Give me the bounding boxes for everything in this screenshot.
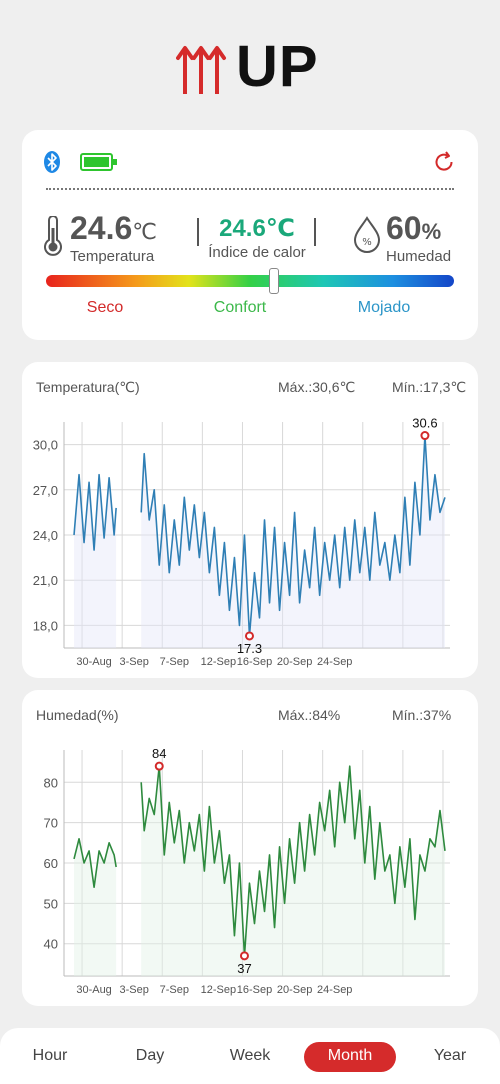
up-logo: UP bbox=[176, 36, 336, 98]
y-tick-label: 27,0 bbox=[33, 483, 58, 498]
x-tick-label: 7-Sep bbox=[160, 984, 189, 996]
series-line bbox=[140, 765, 446, 957]
humidity-chart[interactable]: 80 70 60 50 40 30-Aug 3-Sep 7-Sep 12-Sep 16-Sep 20… bbox=[22, 690, 478, 1006]
divider bbox=[46, 188, 454, 190]
x-tick-label: 30-Aug bbox=[76, 656, 111, 668]
y-tick-label: 50 bbox=[44, 896, 58, 911]
comfort-indicator bbox=[269, 268, 280, 294]
chart-max-label: Máx.:84% bbox=[278, 707, 341, 723]
x-tick-label: 16-Sep bbox=[237, 984, 272, 996]
max-point-label: 30.6 bbox=[412, 416, 437, 431]
chart-min-label: Mín.:37% bbox=[392, 707, 452, 723]
logo-arrows-icon bbox=[176, 46, 226, 94]
humidity-value: 60% bbox=[386, 210, 442, 246]
comfort-label-comfort: Confort bbox=[213, 299, 267, 316]
humidity-label: Humedad bbox=[386, 248, 452, 265]
separator-right bbox=[314, 218, 316, 246]
refresh-icon[interactable] bbox=[432, 150, 456, 174]
y-tick-label: 70 bbox=[44, 816, 58, 831]
comfort-label-dry: Seco bbox=[86, 299, 124, 316]
status-card: 24.6℃ Temperatura 24.6℃ Índice de calor … bbox=[22, 130, 478, 340]
y-tick-label: 18,0 bbox=[33, 618, 58, 633]
x-tick-label: 3-Sep bbox=[120, 656, 149, 668]
y-tick-label: 24,0 bbox=[33, 528, 58, 543]
min-point-label: 37 bbox=[237, 961, 251, 976]
series-line bbox=[73, 473, 117, 551]
thermometer-icon bbox=[44, 216, 62, 256]
chart-max-label: Máx.:30,6℃ bbox=[278, 379, 356, 395]
temperature-value: 24.6℃ bbox=[70, 210, 157, 246]
separator-left bbox=[197, 218, 199, 246]
tab-year[interactable]: Year bbox=[433, 1047, 467, 1064]
min-point-marker bbox=[244, 631, 254, 641]
x-tick-label: 30-Aug bbox=[76, 984, 111, 996]
x-tick-label: 12-Sep bbox=[201, 984, 236, 996]
temperature-chart[interactable]: 30,0 27,0 24,0 21,0 18,0 30-Aug 3-Sep 7-Sep 12-S… bbox=[22, 362, 478, 678]
x-tick-label: 24-Sep bbox=[317, 656, 352, 668]
y-tick-label: 40 bbox=[44, 937, 58, 952]
x-tick-label: 12-Sep bbox=[201, 656, 236, 668]
x-tick-label: 20-Sep bbox=[277, 984, 312, 996]
heat-index-value: 24.6℃ bbox=[219, 215, 295, 242]
min-point-marker bbox=[239, 951, 249, 961]
x-tick-label: 24-Sep bbox=[317, 984, 352, 996]
tab-month[interactable]: Month bbox=[304, 1042, 396, 1072]
y-tick-label: 30,0 bbox=[33, 438, 58, 453]
temperature-chart-card: Temperatura(℃) Máx.:30,6℃ Mín.:17,3℃ 30,… bbox=[22, 362, 478, 678]
chart-title: Temperatura(℃) bbox=[36, 379, 140, 395]
max-point-label: 84 bbox=[152, 746, 166, 761]
app-header: UP bbox=[0, 0, 500, 120]
y-tick-label: 60 bbox=[44, 856, 58, 871]
series-area bbox=[74, 838, 117, 976]
min-point-label: 17.3 bbox=[237, 641, 262, 656]
series-area bbox=[74, 474, 117, 648]
tab-hour[interactable]: Hour bbox=[32, 1047, 68, 1064]
heat-index-label: Índice de calor bbox=[208, 244, 306, 261]
svg-text:%: % bbox=[362, 237, 372, 248]
x-tick-label: 7-Sep bbox=[160, 656, 189, 668]
chart-min-label: Mín.:17,3℃ bbox=[392, 379, 467, 395]
bluetooth-icon bbox=[44, 151, 60, 173]
x-tick-label: 16-Sep bbox=[237, 656, 272, 668]
series-line bbox=[140, 434, 446, 637]
logo-text: UP bbox=[236, 34, 319, 99]
y-tick-label: 21,0 bbox=[33, 573, 58, 588]
tab-day[interactable]: Day bbox=[135, 1047, 165, 1064]
comfort-label-wet: Mojado bbox=[357, 299, 411, 316]
y-tick-label: 80 bbox=[44, 775, 58, 790]
x-tick-label: 20-Sep bbox=[277, 656, 312, 668]
series-line bbox=[73, 837, 117, 889]
comfort-gradient-bar bbox=[46, 275, 454, 287]
tab-week[interactable]: Week bbox=[229, 1047, 271, 1064]
chart-title: Humedad(%) bbox=[36, 707, 119, 723]
humidity-drop-icon: % bbox=[353, 216, 381, 253]
x-tick-label: 3-Sep bbox=[120, 984, 149, 996]
max-point-marker bbox=[420, 431, 430, 441]
temperature-label: Temperatura bbox=[70, 248, 155, 265]
humidity-chart-card: Humedad(%) Máx.:84% Mín.:37% 80 70 60 50 40 3… bbox=[22, 690, 478, 1006]
battery-full-icon bbox=[80, 153, 117, 171]
max-point-marker bbox=[154, 761, 164, 771]
period-tab-bar: Hour Day Week Month Year bbox=[0, 1028, 500, 1084]
